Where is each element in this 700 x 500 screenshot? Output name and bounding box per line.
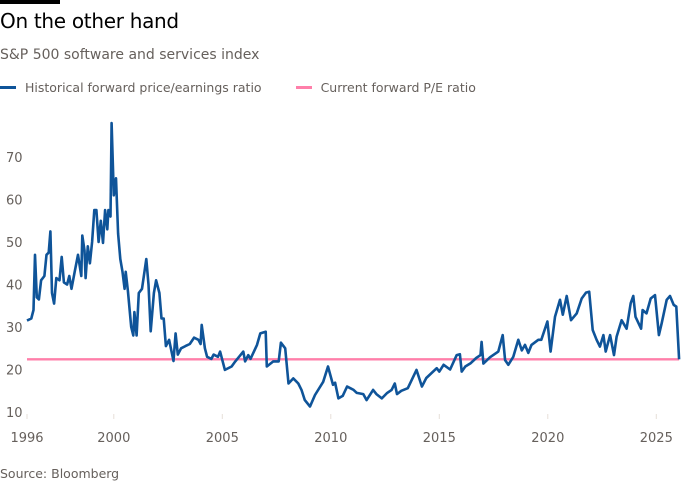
legend-item-historical: Historical forward price/earnings ratio bbox=[0, 80, 262, 95]
x-tick-label: 2010 bbox=[314, 431, 347, 446]
y-tick-label: 70 bbox=[6, 151, 23, 166]
y-tick-label: 60 bbox=[6, 194, 23, 209]
legend-swatch-current bbox=[295, 86, 312, 89]
chart-title: On the other hand bbox=[0, 9, 179, 33]
legend: Historical forward price/earnings ratio … bbox=[0, 80, 476, 95]
legend-item-current: Current forward P/E ratio bbox=[295, 80, 476, 95]
y-tick-label: 10 bbox=[6, 406, 23, 421]
y-tick-label: 50 bbox=[6, 236, 23, 251]
x-tick-label: 2000 bbox=[97, 431, 130, 446]
y-tick-label: 40 bbox=[6, 279, 23, 294]
x-tick-label: 2015 bbox=[423, 431, 456, 446]
brand-bar bbox=[0, 0, 60, 4]
x-tick-label: 2020 bbox=[531, 431, 564, 446]
source-note: Source: Bloomberg bbox=[0, 466, 120, 481]
legend-label-historical: Historical forward price/earnings ratio bbox=[25, 80, 262, 95]
y-tick-label: 30 bbox=[6, 321, 23, 336]
legend-label-current: Current forward P/E ratio bbox=[320, 80, 476, 95]
chart-subtitle: S&P 500 software and services index bbox=[0, 47, 260, 63]
y-tick-label: 20 bbox=[6, 364, 23, 379]
series-line-historical-pe bbox=[26, 121, 681, 408]
x-tick-label: 2005 bbox=[206, 431, 239, 446]
legend-swatch-historical bbox=[0, 86, 16, 89]
x-tick-label: 2025 bbox=[640, 431, 673, 446]
x-tick-label: 1996 bbox=[10, 431, 43, 446]
